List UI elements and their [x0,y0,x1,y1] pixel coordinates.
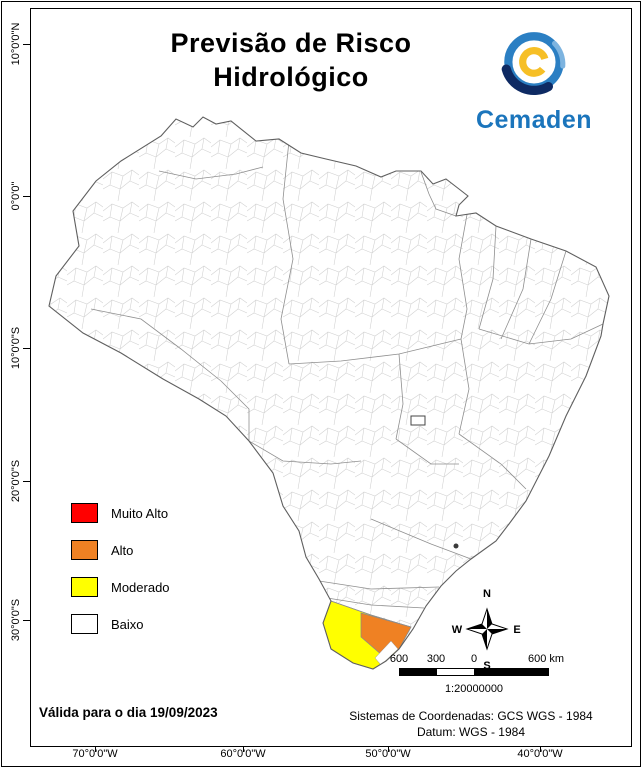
lat-label-30s: 30°0'0"S [10,598,22,642]
legend-swatch-baixo [71,614,98,634]
cemaden-logo-text: Cemaden [475,106,593,134]
axis-tick [23,481,30,482]
axis-tick [23,348,30,349]
scale-segment [400,669,437,675]
coordinate-system-line: Sistemas de Coordenadas: GCS WGS - 1984 [349,709,593,723]
legend-item-moderado: Moderado [71,577,170,597]
legend-label-alto: Alto [111,542,134,558]
coordinate-system-notes: Sistemas de Coordenadas: GCS WGS - 1984 … [281,709,642,740]
brazil-outline [48,116,610,670]
scale-bar-graphic [399,668,549,676]
risk-legend: Muito Alto Alto Moderado Baixo [71,503,170,651]
compass-rose: N S E W [452,588,521,672]
page-title: Previsão de Risco Hidrológico [71,27,511,95]
scale-segment [474,669,548,675]
map-frame: Previsão de Risco Hidrológico Cemaden Mu… [30,8,632,747]
axis-tick [23,196,30,197]
legend-swatch-muito-alto [71,503,98,523]
legend-label-moderado: Moderado [111,579,170,595]
axis-tick [388,746,389,752]
lon-label-60w: 60°0'0"W [220,748,266,760]
compass-n: N [483,588,491,600]
lat-label-20s: 20°0'0"S [10,459,22,503]
legend-swatch-alto [71,540,98,560]
axis-tick [23,620,30,621]
scale-ratio: 1:20000000 [444,683,504,695]
scale-label-0: 0 [470,653,478,665]
title-line-1: Previsão de Risco [170,28,412,58]
validity-date: Válida para o dia 19/09/2023 [39,705,218,720]
lat-label-0: 0°0'0" [10,181,22,211]
cemaden-logo: Cemaden [443,25,625,135]
compass-s: S [483,660,490,672]
legend-label-baixo: Baixo [111,616,144,632]
title-line-2: Hidrológico [213,61,369,92]
lat-label-10s: 10°0'0"S [10,326,22,370]
scale-label-600-km: 600 km [527,653,565,665]
axis-tick [95,746,96,752]
legend-swatch-moderado [71,577,98,597]
brazil-map [48,116,610,670]
legend-item-alto: Alto [71,540,170,560]
lon-label-50w: 50°0'0"W [365,748,411,760]
axis-tick [540,746,541,752]
dark-area-marker [453,543,459,549]
axis-tick [243,746,244,752]
distrito-federal-box [410,415,426,426]
datum-line: Datum: WGS - 1984 [416,724,526,739]
legend-item-baixo: Baixo [71,614,170,634]
scale-segment [436,669,474,675]
axis-tick [23,44,30,45]
compass-w: W [452,624,463,636]
lon-label-70w: 70°0'0"W [72,748,118,760]
scale-bar: 600 300 0 600 km 1:20000000 [390,653,565,705]
legend-item-muito-alto: Muito Alto [71,503,170,523]
lon-label-40w: 40°0'0"W [517,748,563,760]
cemaden-logo-mark [501,32,566,95]
scale-label-600-left: 600 [389,653,409,665]
lat-label-10n: 10°0'0"N [10,22,22,66]
state-boundaries [90,140,604,628]
legend-label-muito-alto: Muito Alto [111,505,169,521]
compass-e: E [513,624,520,636]
scale-label-300: 300 [426,653,446,665]
